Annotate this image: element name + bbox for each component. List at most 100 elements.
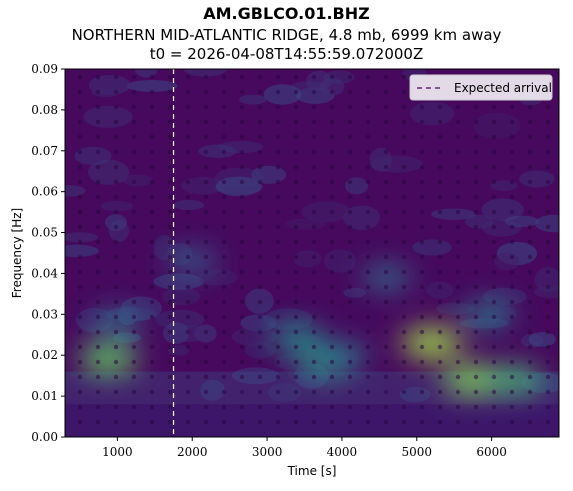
interference-dot [401, 134, 407, 140]
y-tick-label: 0.00 [31, 430, 58, 444]
interference-dot [401, 254, 407, 260]
interference-dot [149, 104, 155, 110]
interference-dot [311, 404, 317, 410]
interference-dot [509, 119, 515, 125]
interference-dot [293, 389, 299, 395]
interference-dot [311, 74, 317, 80]
texture-blob [481, 198, 524, 221]
interference-dot [365, 344, 371, 350]
interference-dot [149, 329, 155, 335]
interference-dot [545, 194, 551, 200]
interference-dot [419, 329, 425, 335]
interference-dot [257, 269, 263, 275]
interference-dot [491, 269, 497, 275]
interference-dot [257, 344, 263, 350]
interference-dot [239, 404, 245, 410]
interference-dot [527, 329, 533, 335]
interference-dot [455, 164, 461, 170]
interference-dot [185, 119, 191, 125]
interference-dot [113, 359, 119, 365]
texture-blob [215, 176, 262, 197]
interference-dot [401, 179, 407, 185]
interference-dot [167, 224, 173, 230]
interference-dot [491, 209, 497, 215]
interference-dot [167, 119, 173, 125]
texture-blob [494, 252, 520, 271]
interference-dot [455, 404, 461, 410]
interference-dot [365, 359, 371, 365]
interference-dot [365, 209, 371, 215]
interference-dot [167, 74, 173, 80]
interference-dot [185, 314, 191, 320]
interference-dot [365, 269, 371, 275]
interference-dot [221, 209, 227, 215]
interference-dot [383, 374, 389, 380]
interference-dot [437, 314, 443, 320]
interference-dot [203, 224, 209, 230]
interference-dot [473, 299, 479, 305]
interference-dot [311, 164, 317, 170]
energy-hotspots [78, 249, 543, 395]
interference-dot [473, 194, 479, 200]
interference-dot [275, 74, 281, 80]
interference-dot [437, 119, 443, 125]
interference-dot [257, 89, 263, 95]
interference-dot [419, 374, 425, 380]
interference-dot [149, 239, 155, 245]
interference-dot [221, 344, 227, 350]
interference-dot [473, 329, 479, 335]
interference-dot [95, 419, 101, 425]
interference-dot [203, 359, 209, 365]
interference-dot [131, 404, 137, 410]
x-axis: 1000 2000 3000 4000 5000 6000 [102, 437, 507, 459]
interference-dot [491, 284, 497, 290]
interference-dot [329, 149, 335, 155]
interference-dot [437, 344, 443, 350]
interference-dot [509, 314, 515, 320]
interference-dot [545, 314, 551, 320]
interference-dot [293, 344, 299, 350]
interference-dot [347, 389, 353, 395]
interference-dot [185, 89, 191, 95]
interference-dot [293, 239, 299, 245]
interference-dot [77, 149, 83, 155]
interference-dot [383, 344, 389, 350]
texture-blob [426, 281, 454, 299]
y-tick-label: 0.09 [31, 62, 58, 76]
interference-dot [545, 254, 551, 260]
interference-dot [455, 254, 461, 260]
interference-dot [113, 224, 119, 230]
interference-dot [491, 224, 497, 230]
interference-dot [401, 194, 407, 200]
interference-dot [473, 374, 479, 380]
interference-dot [527, 404, 533, 410]
interference-dot [239, 374, 245, 380]
interference-dot [275, 299, 281, 305]
interference-dot [149, 389, 155, 395]
interference-dot [77, 404, 83, 410]
x-axis-label: Time [s] [287, 464, 337, 478]
interference-dot [149, 119, 155, 125]
interference-dot [131, 419, 137, 425]
x-tick-label: 4000 [327, 445, 358, 459]
interference-dot [239, 314, 245, 320]
interference-dot [401, 269, 407, 275]
interference-dot [113, 389, 119, 395]
interference-dot [419, 194, 425, 200]
interference-dot [131, 314, 137, 320]
interference-dot [437, 104, 443, 110]
interference-dot [347, 209, 353, 215]
interference-dot [401, 344, 407, 350]
interference-dot [365, 164, 371, 170]
interference-dot [455, 314, 461, 320]
interference-dot [545, 179, 551, 185]
interference-dot [455, 149, 461, 155]
interference-dot [293, 149, 299, 155]
interference-dot [527, 359, 533, 365]
interference-dot [545, 389, 551, 395]
interference-dot [365, 149, 371, 155]
texture-blob [162, 322, 190, 344]
y-axis-label: Frequency [Hz] [10, 208, 24, 299]
interference-dot [473, 164, 479, 170]
interference-dot [527, 239, 533, 245]
